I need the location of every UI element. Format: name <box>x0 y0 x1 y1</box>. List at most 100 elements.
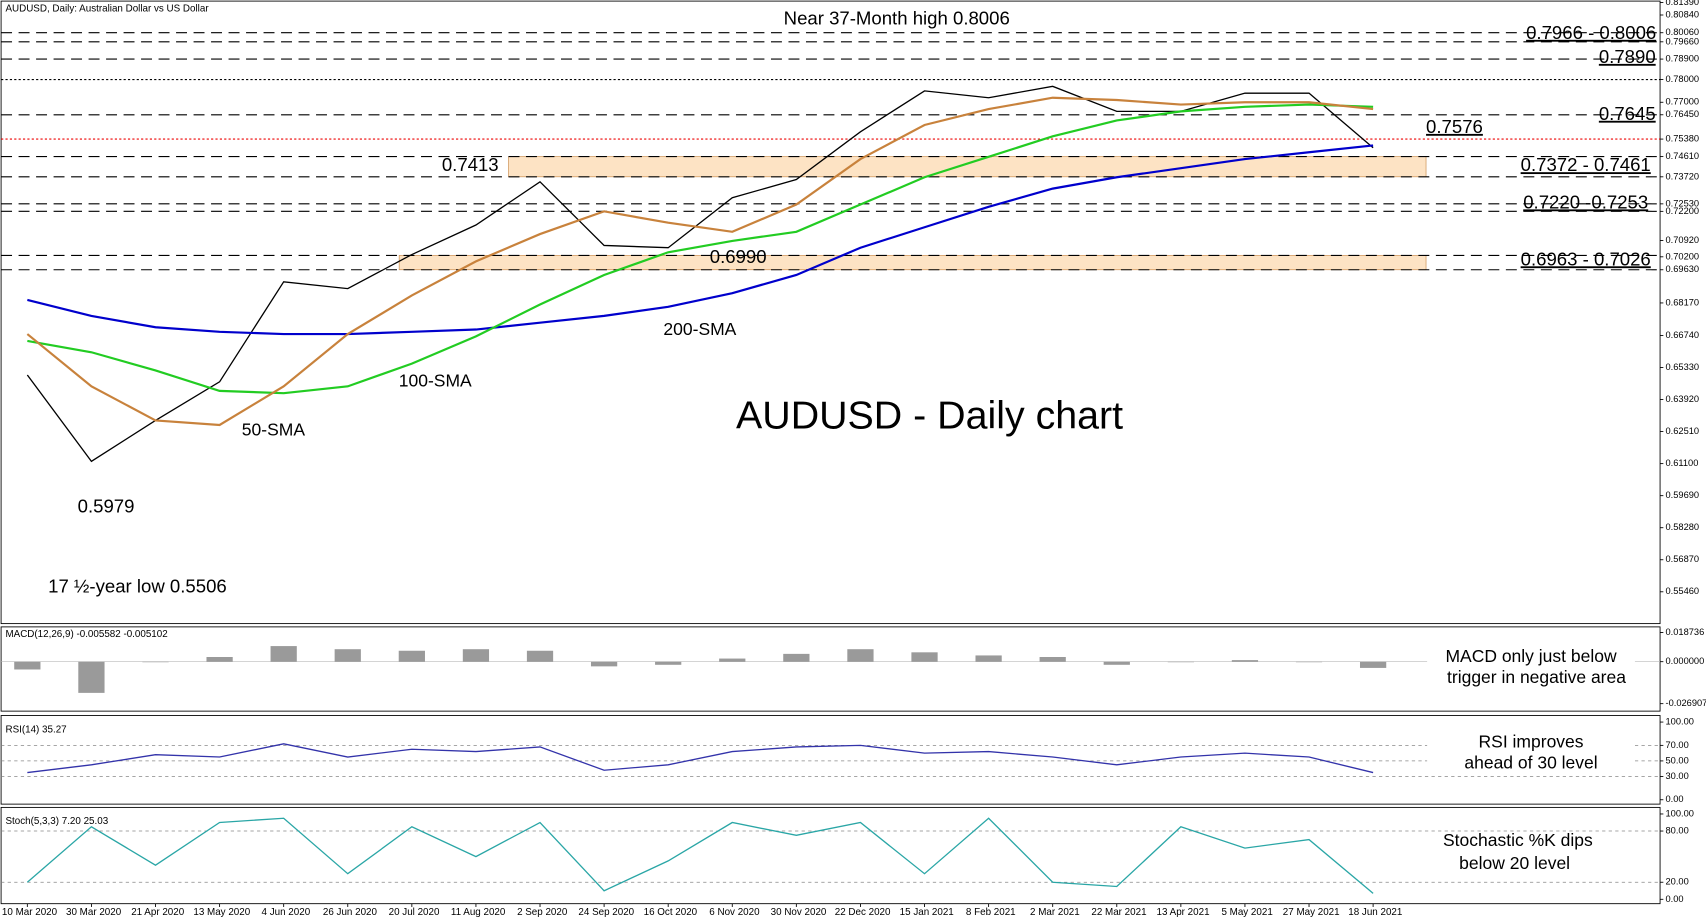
x-tick-label: 20 Jul 2020 <box>389 907 440 918</box>
x-tick-label: 16 Oct 2020 <box>644 907 698 918</box>
panel-header: MACD(12,26,9) -0.005582 -0.005102 <box>5 629 167 640</box>
macd-bar <box>398 650 425 662</box>
annotation: ahead of 30 level <box>1464 752 1597 772</box>
macd-bar <box>142 661 169 663</box>
y-tick-label: 0.68170 <box>1666 297 1700 307</box>
annotation: 0.7890 <box>1599 46 1656 67</box>
y-tick-label: 0.000000 <box>1666 656 1705 666</box>
macd-panel <box>0 626 1661 712</box>
y-tick-label: -0.026907 <box>1666 698 1706 708</box>
annotation: 0.7966 - 0.8006 <box>1526 22 1656 43</box>
annotation-bg <box>1427 647 1635 668</box>
y-tick-label: 0.74610 <box>1666 151 1700 161</box>
support-zone <box>508 156 1427 178</box>
x-tick-label: 22 Mar 2021 <box>1091 907 1146 918</box>
annotation: 0.7576 <box>1426 116 1483 137</box>
y-tick-label: 0.70200 <box>1666 251 1700 261</box>
macd-bar <box>719 658 746 662</box>
x-tick-label: 18 Jun 2021 <box>1348 907 1402 918</box>
macd-bar <box>462 649 490 662</box>
y-tick-label: 0.66740 <box>1666 330 1700 340</box>
y-tick-label: 0.63920 <box>1666 394 1700 404</box>
y-tick-label: 0.79660 <box>1666 36 1700 46</box>
macd-bar <box>14 661 41 670</box>
macd-bar <box>911 652 938 662</box>
annotation: 0.7372 - 0.7461 <box>1521 154 1651 175</box>
y-tick-label: 0.78000 <box>1666 74 1700 84</box>
x-tick-label: 30 Nov 2020 <box>771 907 827 918</box>
annotation: 0.6990 <box>710 246 767 267</box>
series-label: 50-SMA <box>242 420 306 440</box>
panel-header: AUDUSD, Daily: Australian Dollar vs US D… <box>5 3 209 14</box>
x-tick-label: 5 May 2021 <box>1221 907 1272 918</box>
sma-line <box>26 96 1374 427</box>
y-tick-label: 0.75380 <box>1666 134 1700 144</box>
y-tick-label: 0.78900 <box>1666 54 1700 64</box>
y-tick-label: 80.00 <box>1666 825 1689 835</box>
macd-bar <box>1167 661 1194 663</box>
y-tick-label: 70.00 <box>1666 740 1689 750</box>
x-tick-label: 6 Nov 2020 <box>709 907 760 918</box>
y-tick-label: 0.81390 <box>1666 0 1700 7</box>
annotation: 17 ½-year low 0.5506 <box>48 575 227 596</box>
series-label: 100-SMA <box>399 370 472 390</box>
y-tick-label: 0.80060 <box>1666 27 1700 37</box>
y-tick-label: 0.77000 <box>1666 97 1700 107</box>
macd-bar <box>1295 661 1323 663</box>
y-tick-label: 20.00 <box>1666 877 1689 887</box>
chart-title: AUDUSD - Daily chart <box>736 393 1123 437</box>
macd-bar <box>1359 661 1387 668</box>
x-tick-label: 8 Feb 2021 <box>966 907 1016 918</box>
macd-bar <box>334 649 361 662</box>
y-tick-label: 0.65330 <box>1666 362 1700 372</box>
x-tick-label: 27 May 2021 <box>1283 907 1340 918</box>
x-tick-label: 30 Mar 2020 <box>66 907 122 918</box>
y-tick-label: 0.00 <box>1666 794 1684 804</box>
support-zone <box>398 255 1427 271</box>
sma-line <box>27 144 1374 336</box>
annotation: MACD only just below <box>1445 646 1616 666</box>
y-tick-label: 0.73720 <box>1666 171 1700 181</box>
x-tick-label: 13 Apr 2021 <box>1157 907 1210 918</box>
x-tick-label: 21 Apr 2020 <box>131 907 185 918</box>
annotation: RSI improves <box>1479 731 1584 751</box>
annotation-bg <box>1427 733 1635 753</box>
y-tick-label: 0.59690 <box>1666 490 1700 500</box>
annotation: Near 37-Month high 0.8006 <box>784 8 1010 29</box>
annotation-bg <box>1427 753 1635 774</box>
macd-bar <box>590 661 618 667</box>
annotation: Stochastic %K dips <box>1443 830 1593 850</box>
indicator-line <box>26 817 1374 894</box>
y-tick-label: 0.76450 <box>1666 109 1700 119</box>
annotation: 0.6963 - 0.7026 <box>1521 248 1651 269</box>
macd-bar <box>1103 661 1130 665</box>
y-tick-label: 0.58280 <box>1666 522 1700 532</box>
rsi-panel <box>0 715 1661 805</box>
macd-bar <box>847 649 874 662</box>
y-tick-label: 50.00 <box>1666 755 1689 765</box>
y-tick-label: 0.70920 <box>1666 235 1700 245</box>
annotation: trigger in negative area <box>1447 667 1626 687</box>
panel-header: RSI(14) 35.27 <box>5 724 66 735</box>
annotation: 0.7220 -0.7253 <box>1523 191 1648 212</box>
macd-bar <box>526 650 554 662</box>
y-tick-label: 0.69630 <box>1666 264 1700 274</box>
macd-bar <box>1231 660 1259 662</box>
annotation: 0.7645 <box>1599 103 1656 124</box>
y-tick-label: 0.00 <box>1666 894 1684 904</box>
series-label: 200-SMA <box>663 319 736 339</box>
x-tick-label: 26 Jun 2020 <box>323 907 378 918</box>
x-tick-label: 24 Sep 2020 <box>578 907 634 918</box>
y-tick-label: 0.55460 <box>1666 586 1700 596</box>
macd-bar <box>270 646 297 662</box>
x-tick-label: 10 Mar 2020 <box>2 907 58 918</box>
panel-header: Stoch(5,3,3) 7.20 25.03 <box>5 816 108 827</box>
frames <box>0 0 1661 905</box>
y-tick-label: 0.72200 <box>1666 206 1700 216</box>
y-tick-label: 0.72530 <box>1666 198 1700 208</box>
x-tick-label: 11 Aug 2020 <box>451 907 506 918</box>
annotation: below 20 level <box>1459 853 1570 873</box>
